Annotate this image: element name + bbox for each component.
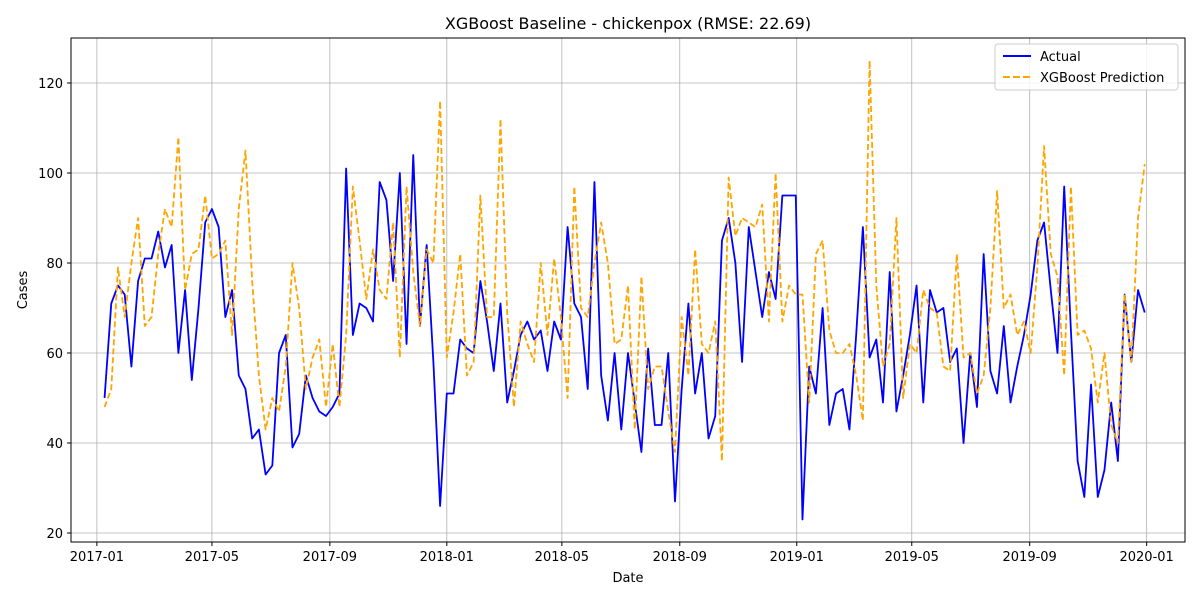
plot-frame: [70, 37, 1186, 543]
x-tick-label: 2019-01: [770, 550, 824, 565]
y-axis-label: Cases: [16, 270, 31, 309]
x-tick-label: 2019-05: [885, 550, 939, 565]
y-tick-label: 80: [46, 257, 63, 272]
x-tick-label: 2018-01: [420, 550, 474, 565]
series-lines: [103, 59, 1146, 521]
y-tick-label: 20: [46, 527, 63, 542]
x-tick-label: 2017-05: [185, 550, 239, 565]
x-axis-label: Date: [612, 571, 643, 586]
grid: [71, 38, 1185, 542]
x-axis: 2017-01 2017-05 2017-09 2018-01 2018-05 2018-…: [70, 542, 1174, 565]
y-tick-label: 100: [38, 167, 63, 182]
y-tick-label: 40: [46, 437, 63, 452]
legend: Actual XGBoost Prediction: [994, 43, 1179, 91]
x-tick-label: 2017-01: [70, 550, 124, 565]
y-tick-label: 60: [46, 347, 63, 362]
chart-title: XGBoost Baseline - chickenpox (RMSE: 22.…: [445, 14, 811, 33]
prediction-series-line: [103, 59, 1146, 462]
x-tick-label: 2020-01: [1119, 550, 1173, 565]
y-axis: 20 40 60 80 100 120: [38, 77, 71, 542]
legend-box: [994, 43, 1179, 91]
x-tick-label: 2018-09: [653, 550, 707, 565]
x-tick-label: 2017-09: [303, 550, 357, 565]
x-tick-label: 2018-05: [535, 550, 589, 565]
legend-label-actual: Actual: [1040, 50, 1081, 65]
x-tick-label: 2019-09: [1003, 550, 1057, 565]
legend-label-prediction: XGBoost Prediction: [1040, 71, 1164, 86]
y-tick-label: 120: [38, 77, 63, 92]
